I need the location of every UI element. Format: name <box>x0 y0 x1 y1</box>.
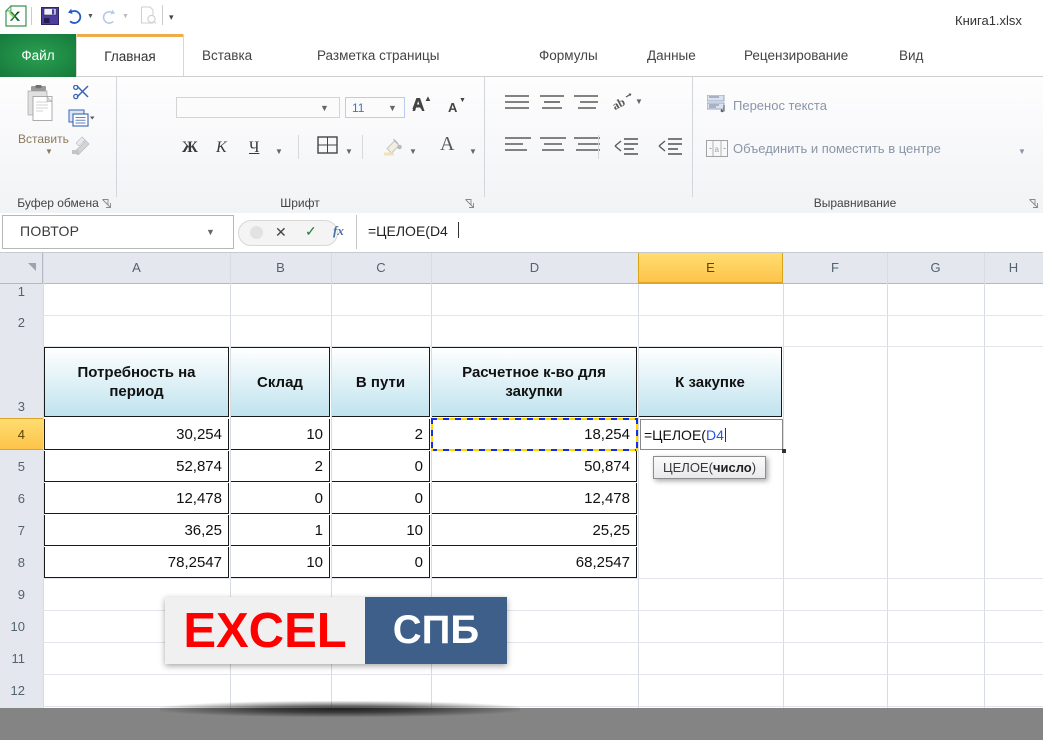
svg-text:ab: ab <box>612 94 628 112</box>
svg-text:a: a <box>715 145 720 154</box>
